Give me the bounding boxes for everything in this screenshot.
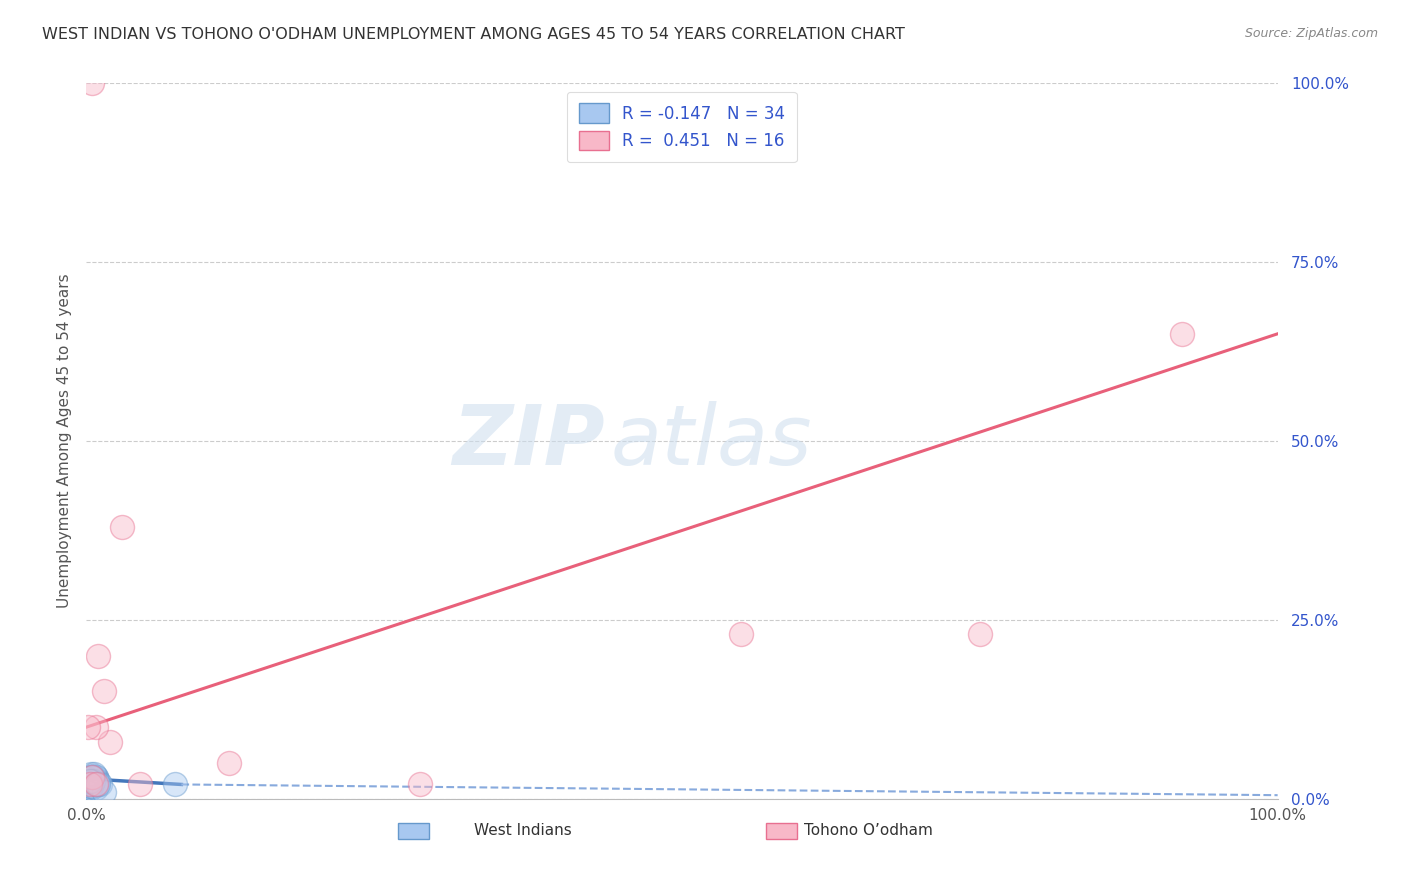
Point — [969, 627, 991, 641]
Point — [89, 777, 111, 791]
Text: Source: ZipAtlas.com: Source: ZipAtlas.com — [1244, 27, 1378, 40]
Point — [80, 779, 103, 793]
Point — [83, 766, 105, 780]
Point — [93, 684, 115, 698]
Point — [80, 777, 103, 791]
Point — [98, 734, 121, 748]
Point — [165, 777, 187, 791]
Point — [82, 769, 104, 783]
Legend: R = -0.147   N = 34, R =  0.451   N = 16: R = -0.147 N = 34, R = 0.451 N = 16 — [567, 92, 797, 162]
Point — [82, 777, 104, 791]
Point — [77, 720, 100, 734]
Point — [79, 773, 101, 788]
Point — [80, 766, 103, 780]
Text: ZIP: ZIP — [451, 401, 605, 482]
Point — [76, 784, 98, 798]
Point — [84, 780, 107, 795]
Point — [111, 520, 134, 534]
Point — [83, 772, 105, 786]
Point — [80, 776, 103, 790]
Point — [84, 770, 107, 784]
Point — [80, 777, 103, 791]
Text: West Indians: West Indians — [474, 823, 571, 838]
Point — [82, 772, 104, 786]
Point — [93, 784, 115, 798]
Point — [80, 77, 103, 91]
Y-axis label: Unemployment Among Ages 45 to 54 years: Unemployment Among Ages 45 to 54 years — [58, 274, 72, 608]
Point — [82, 773, 104, 788]
Point — [87, 648, 110, 663]
Text: WEST INDIAN VS TOHONO O'ODHAM UNEMPLOYMENT AMONG AGES 45 TO 54 YEARS CORRELATION: WEST INDIAN VS TOHONO O'ODHAM UNEMPLOYME… — [42, 27, 905, 42]
Point — [1171, 326, 1194, 341]
Point — [77, 772, 100, 786]
Point — [83, 779, 105, 793]
Point — [84, 720, 107, 734]
Point — [218, 756, 240, 770]
Point — [79, 780, 101, 795]
Text: Tohono O’odham: Tohono O’odham — [804, 823, 934, 838]
Point — [80, 780, 103, 795]
Point — [84, 770, 107, 784]
Point — [80, 770, 103, 784]
Point — [80, 777, 103, 791]
Text: atlas: atlas — [610, 401, 813, 482]
Point — [86, 776, 108, 790]
Point — [77, 780, 100, 795]
Point — [84, 777, 107, 791]
Point — [409, 777, 432, 791]
Point — [79, 773, 101, 788]
Point — [87, 777, 110, 791]
Point — [79, 777, 101, 791]
Point — [80, 770, 103, 784]
Point — [77, 777, 100, 791]
Point — [86, 773, 108, 788]
Point — [80, 773, 103, 788]
Point — [87, 773, 110, 788]
Point — [79, 779, 101, 793]
Point — [128, 777, 150, 791]
Point — [730, 627, 752, 641]
